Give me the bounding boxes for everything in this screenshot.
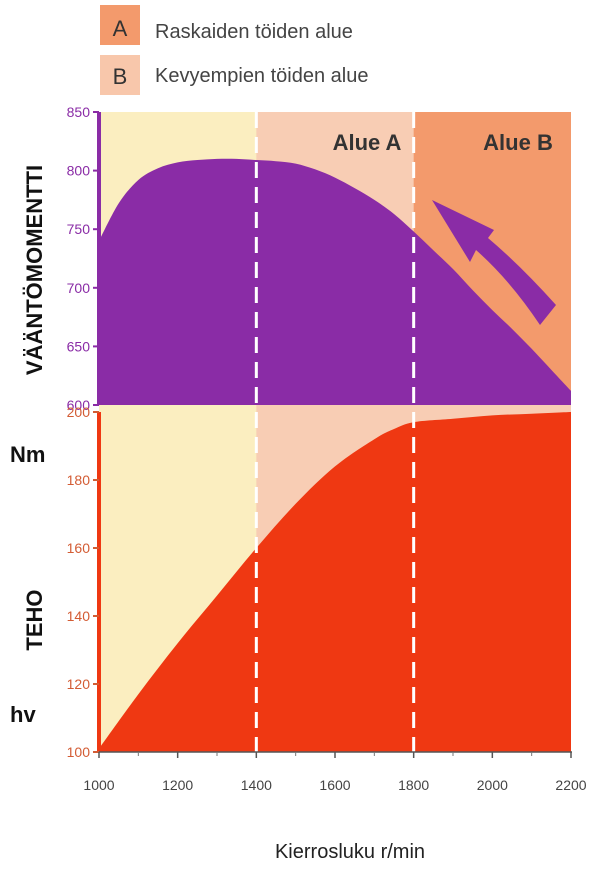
power-tick-label-120: 120 — [67, 676, 91, 692]
power-ticks: 100 120 140 160 180 200 — [67, 404, 99, 760]
power-tick-label-180: 180 — [67, 472, 91, 488]
x-tick-label-1400: 1400 — [241, 777, 272, 793]
x-tick-label-1600: 1600 — [319, 777, 350, 793]
power-unit: hv — [10, 702, 36, 727]
legend: A Raskaiden töiden alue B Kevyempien töi… — [100, 5, 368, 95]
legend-text-b: Kevyempien töiden alue — [155, 65, 368, 87]
zone-label-a: Alue A — [333, 130, 402, 155]
torque-tick-label-850: 850 — [67, 104, 91, 120]
legend-key-a: A — [113, 16, 128, 41]
power-axis-title: TEHO — [22, 589, 47, 650]
torque-tick-label-800: 800 — [67, 163, 91, 179]
power-tick-label-100: 100 — [67, 744, 91, 760]
zone-label-b: Alue B — [483, 130, 553, 155]
power-area — [99, 412, 571, 752]
legend-text-a: Raskaiden töiden alue — [155, 21, 353, 43]
torque-ticks: 600 650 700 750 800 850 — [67, 104, 99, 413]
power-tick-label-160: 160 — [67, 540, 91, 556]
legend-swatch-a — [100, 5, 140, 45]
torque-unit: Nm — [10, 442, 45, 467]
x-tick-label-1200: 1200 — [162, 777, 193, 793]
arrow-icon — [432, 200, 556, 325]
torque-tick-label-650: 650 — [67, 338, 91, 354]
x-tick-label-1800: 1800 — [398, 777, 429, 793]
torque-tick-label-750: 750 — [67, 221, 91, 237]
x-axis-title: Kierrosluku r/min — [275, 841, 425, 863]
legend-key-b: B — [113, 64, 128, 89]
legend-swatch-b — [100, 55, 140, 95]
torque-tick-label-700: 700 — [67, 280, 91, 296]
x-tick-label-2000: 2000 — [477, 777, 508, 793]
x-tick-label-1000: 1000 — [83, 777, 114, 793]
legend-item-a: A Raskaiden töiden alue — [100, 5, 353, 45]
torque-area — [99, 158, 571, 405]
power-tick-label-140: 140 — [67, 608, 91, 624]
legend-item-b: B Kevyempien töiden alue — [100, 55, 368, 95]
torque-tick-label-600: 600 — [67, 397, 91, 413]
x-tick-label-2200: 2200 — [555, 777, 586, 793]
torque-axis-title: VÄÄNTÖMOMENTTI — [22, 165, 47, 375]
x-ticks: 1000 1200 1400 1600 1800 2000 2200 — [83, 752, 587, 793]
power-tick-label-200: 200 — [67, 404, 91, 420]
